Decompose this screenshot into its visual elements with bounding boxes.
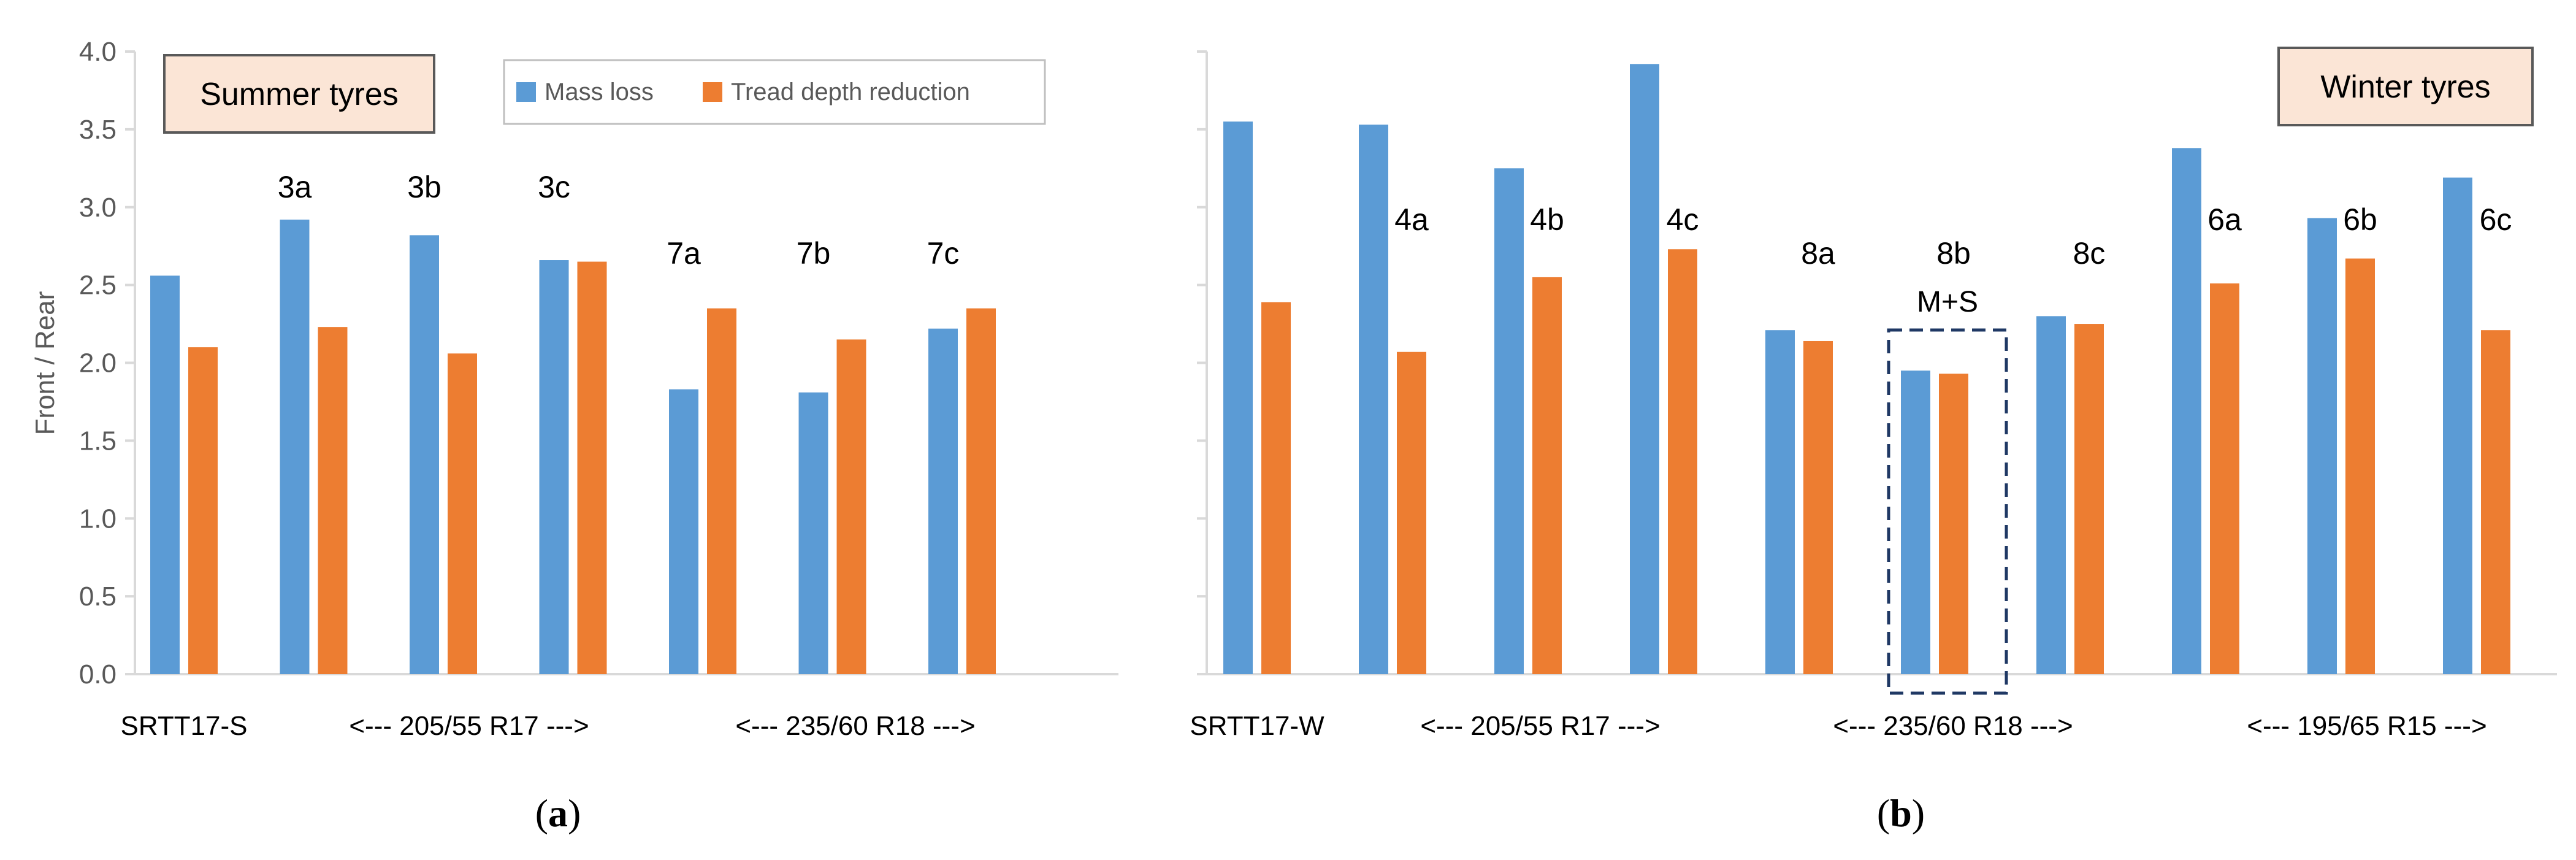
bar-tread-depth-7c — [966, 308, 996, 674]
group-label-3b: 3b — [407, 170, 441, 204]
group-label-4c: 4c — [1667, 202, 1699, 237]
bar-mass-loss-srtt17-s — [150, 275, 180, 674]
y-tick-label: 0.5 — [79, 582, 117, 612]
group-label-8a: 8a — [1801, 236, 1835, 271]
y-tick-label: 4.0 — [79, 37, 117, 67]
bar-mass-loss-7b — [798, 392, 828, 674]
bar-mass-loss-6b — [2307, 218, 2337, 674]
panel-a-y-tick-labels: 0.0 0.5 1.0 1.5 2.0 2.5 3.0 3.5 4.0 — [79, 37, 135, 689]
y-tick-label: 1.5 — [79, 426, 117, 456]
y-tick-label: 2.5 — [79, 271, 117, 301]
mplus-s-label: M+S — [1917, 286, 1978, 318]
bar-mass-loss-4a — [1359, 125, 1388, 674]
bar-mass-loss-4b — [1494, 168, 1524, 674]
bar-tread-depth-8c — [2074, 324, 2104, 674]
panel-b-winter-tyres: 4a 4b 4c 8a 8b 8c 6a 6b 6c Winter tyres M+S SRTT… — [1190, 47, 2557, 835]
legend-swatch-mass-loss — [516, 82, 536, 102]
panel-a-x-label-205-55-r17: <--- 205/55 R17 ---> — [349, 711, 589, 741]
panel-a-summer-tyres: 0.0 0.5 1.0 1.5 2.0 2.5 3.0 3.5 4.0 Front / Rear… — [30, 37, 1118, 835]
panel-a-bars — [150, 220, 996, 674]
bar-mass-loss-3c — [539, 260, 569, 674]
bar-tread-depth-srtt17-s — [188, 347, 218, 674]
group-label-6b: 6b — [2343, 202, 2377, 237]
panel-b-y-ticks — [1197, 50, 1207, 675]
bar-tread-depth-6c — [2481, 330, 2510, 674]
group-label-3c: 3c — [538, 170, 570, 204]
panel-b-x-label-195-65-r15: <--- 195/65 R15 ---> — [2247, 711, 2486, 741]
group-label-4a: 4a — [1394, 202, 1429, 237]
panel-b-x-label-235-60-r18: <--- 235/60 R18 ---> — [1833, 711, 2073, 741]
bar-mass-loss-8b — [1901, 370, 1930, 674]
panel-b-callout: Winter tyres — [2277, 47, 2534, 126]
bar-tread-depth-srtt17-w — [1261, 302, 1291, 675]
panel-a-group-labels: 3a 3b 3c 7a 7b 7c — [278, 170, 960, 271]
group-label-3a: 3a — [278, 170, 312, 204]
group-label-8b: 8b — [1936, 236, 1971, 271]
bar-mass-loss-4c — [1630, 64, 1659, 675]
panel-b-callout-text: Winter tyres — [2320, 69, 2490, 105]
y-tick-label: 2.0 — [79, 348, 117, 378]
panel-b-x-label-205-55-r17: <--- 205/55 R17 ---> — [1420, 711, 1660, 741]
bar-tread-depth-6a — [2210, 283, 2239, 674]
bar-tread-depth-4b — [1532, 277, 1562, 674]
bar-tread-depth-7a — [707, 308, 736, 674]
panel-a-x-label-235-60-r18: <--- 235/60 R18 ---> — [735, 711, 975, 741]
panel-a-y-axis-label: Front / Rear — [30, 291, 60, 436]
y-tick-label: 3.5 — [79, 115, 117, 145]
panel-b-bars — [1223, 64, 2510, 675]
bar-tread-depth-7b — [836, 339, 866, 674]
bar-mass-loss-7c — [928, 328, 958, 674]
panel-b-callout-box — [2277, 47, 2534, 126]
bar-mass-loss-3a — [280, 220, 310, 674]
bar-tread-depth-8a — [1803, 340, 1833, 674]
mplus-s-annotation: M+S — [1887, 286, 2008, 695]
panel-b-caption: (b) — [1877, 791, 1925, 835]
y-tick-label: 0.0 — [79, 659, 117, 689]
bar-tread-depth-3b — [448, 353, 477, 674]
bar-tread-depth-4a — [1397, 351, 1426, 674]
legend-swatch-tread-depth — [703, 82, 722, 102]
panel-a-callout: Summer tyres — [163, 54, 435, 134]
bar-mass-loss-srtt17-w — [1223, 121, 1253, 674]
panel-a-x-label-srtt17-s: SRTT17-S — [120, 711, 247, 741]
group-label-7b: 7b — [797, 236, 831, 271]
bar-mass-loss-6a — [2172, 148, 2201, 674]
bar-tread-depth-4c — [1668, 249, 1697, 674]
bar-tread-depth-6b — [2345, 258, 2375, 674]
bar-mass-loss-7a — [669, 389, 698, 674]
group-label-4b: 4b — [1530, 202, 1564, 237]
panel-a-callout-box — [163, 54, 435, 134]
bar-mass-loss-3b — [410, 235, 439, 674]
group-label-6c: 6c — [2480, 202, 2512, 237]
panel-b-x-label-srtt17-w: SRTT17-W — [1190, 711, 1324, 741]
panel-a-legend-box — [503, 59, 1046, 125]
group-label-7a: 7a — [667, 236, 701, 271]
bar-tread-depth-8b — [1939, 374, 1968, 674]
bar-tread-depth-3c — [577, 261, 607, 674]
mplus-s-dashed-box — [1887, 328, 2008, 695]
panel-b-group-labels: 4a 4b 4c 8a 8b 8c 6a 6b 6c — [1394, 202, 2512, 271]
panel-a-callout-text: Summer tyres — [200, 77, 399, 112]
panel-a-legend: Mass loss Tread depth reduction — [503, 59, 1046, 125]
bar-mass-loss-8a — [1765, 330, 1795, 674]
y-tick-label: 3.0 — [79, 193, 117, 223]
panel-a-caption: (a) — [535, 791, 581, 835]
bar-tread-depth-3a — [318, 327, 348, 674]
y-tick-label: 1.0 — [79, 504, 117, 534]
group-label-7c: 7c — [927, 236, 960, 271]
bar-mass-loss-8c — [2036, 316, 2066, 674]
legend-label-tread-depth: Tread depth reduction — [731, 79, 970, 106]
bar-mass-loss-6c — [2443, 177, 2472, 675]
legend-label-mass-loss: Mass loss — [545, 79, 654, 106]
group-label-6a: 6a — [2207, 202, 2242, 237]
group-label-8c: 8c — [2073, 236, 2106, 271]
